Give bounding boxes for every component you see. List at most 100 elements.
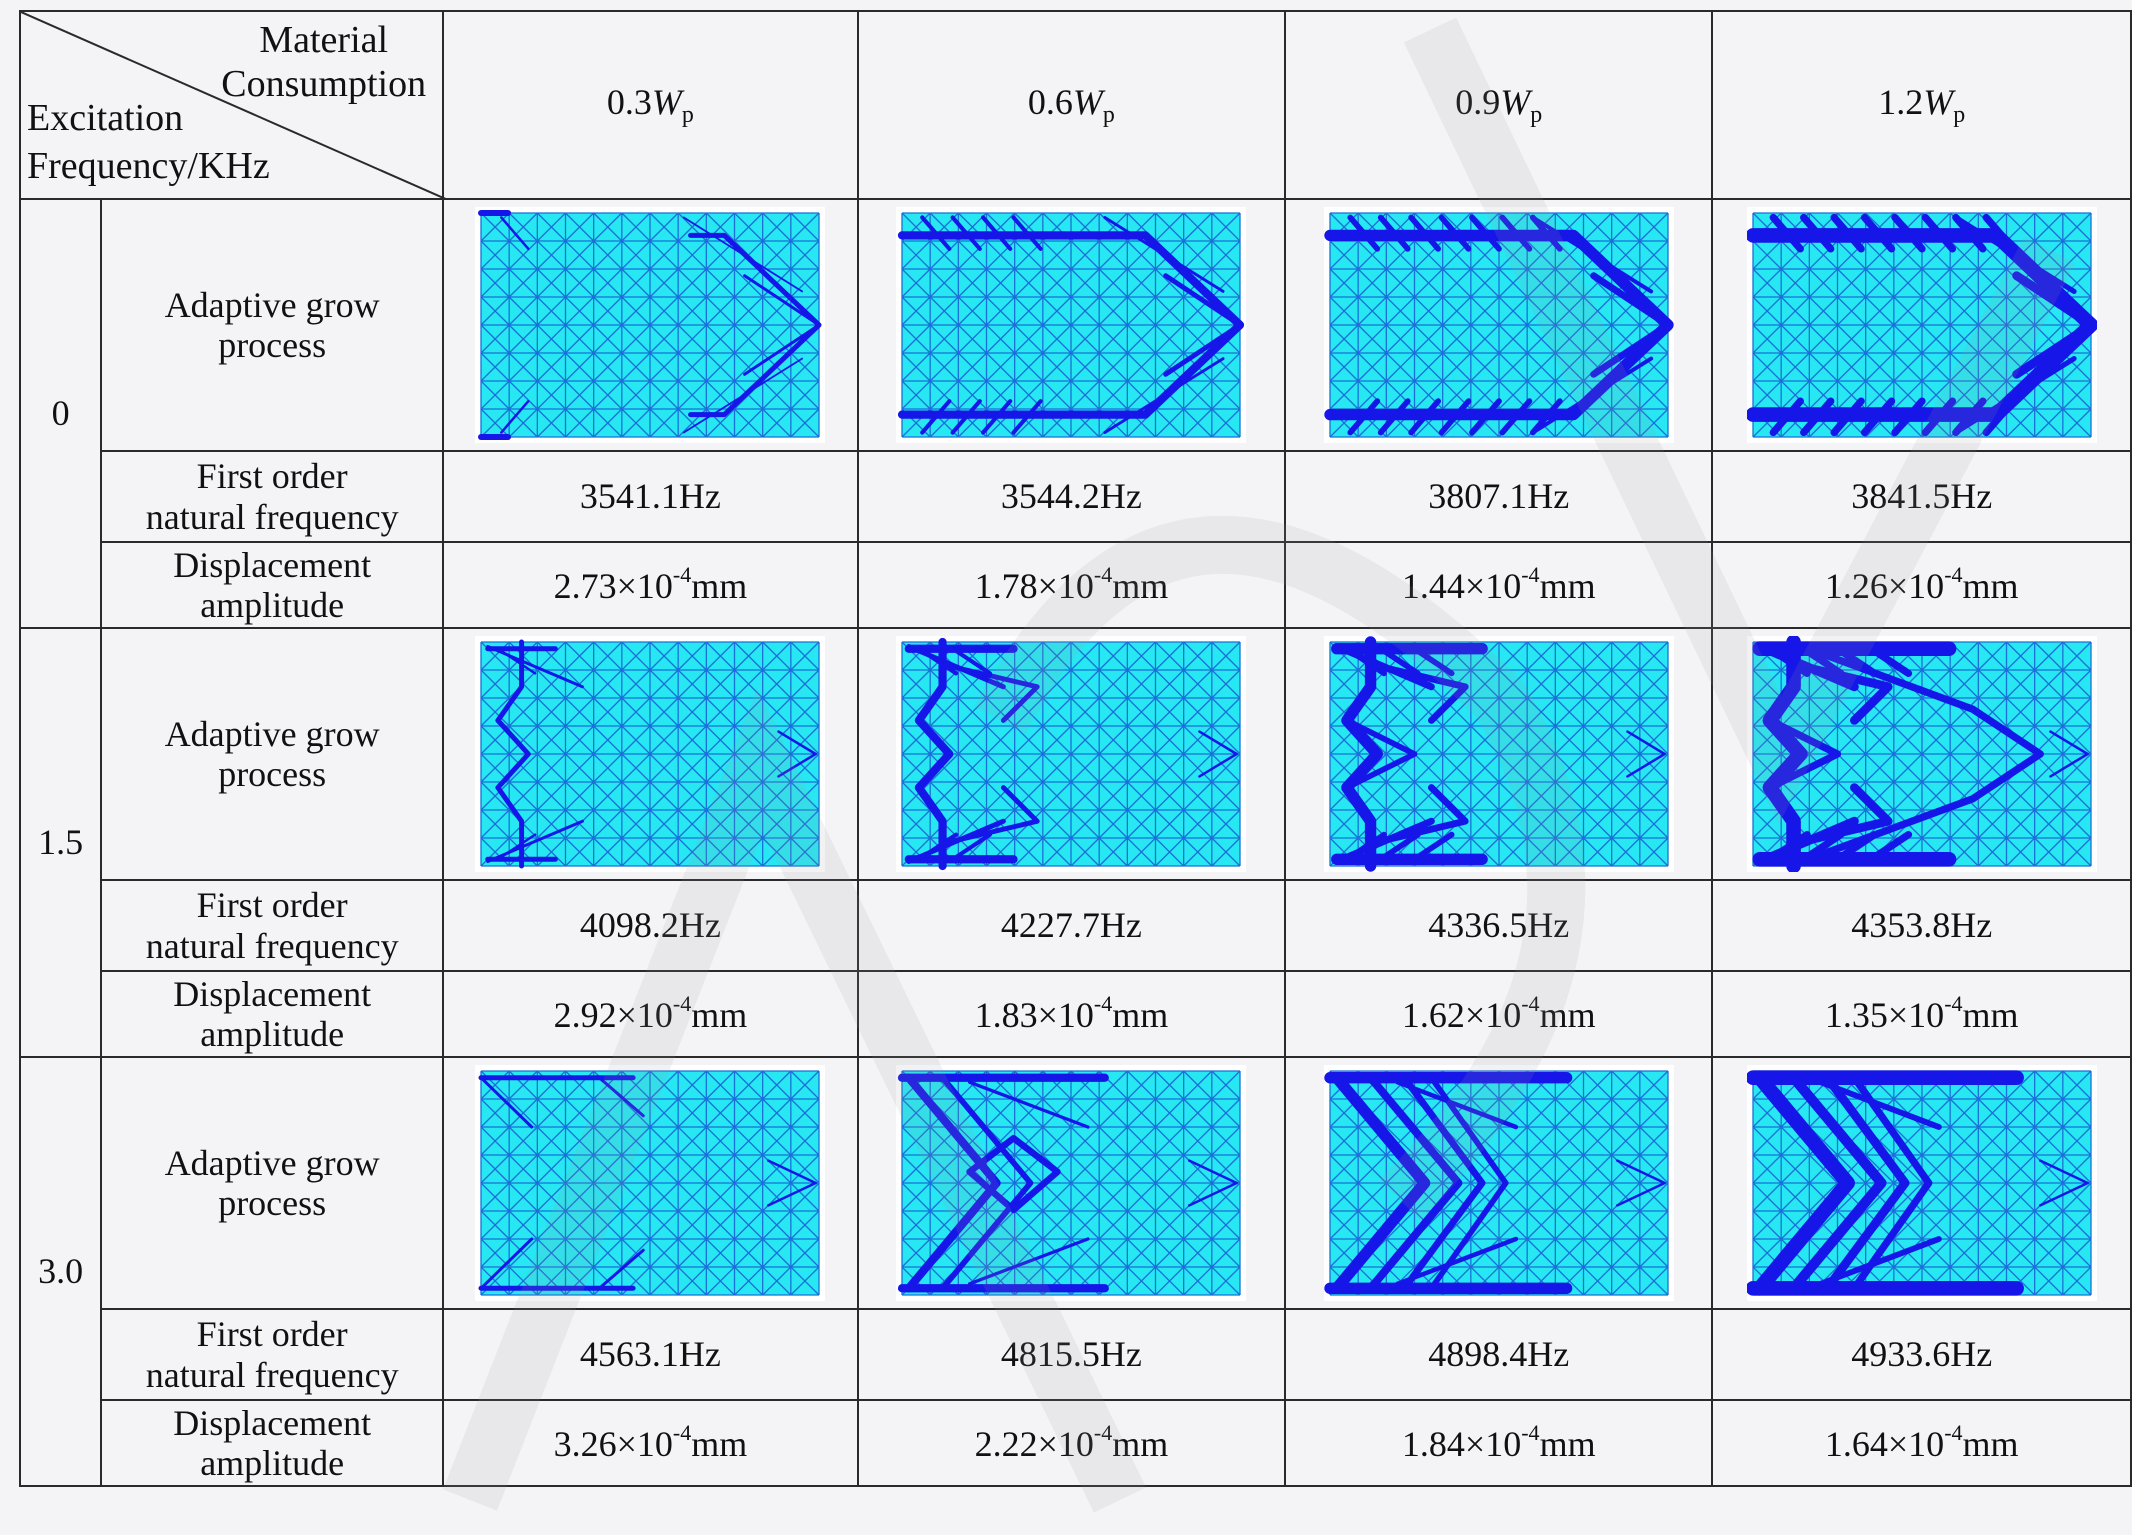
frequency-value: 3544.2Hz [856, 450, 1287, 543]
frequency-value: 4933.6Hz [1711, 1308, 2132, 1401]
displacement-unit: mm [1962, 1424, 2019, 1465]
displacement-label: Displacement amplitude [100, 970, 445, 1058]
topology-image [1323, 636, 1674, 872]
column-header: 0.9Wp [1284, 10, 1714, 200]
topology-image [475, 207, 826, 443]
frequency-label-line: First order [196, 456, 348, 497]
corner-top-line: Material [259, 19, 389, 61]
displacement-value: 1.84×10-4mm [1284, 1399, 1714, 1487]
optimized-structure [1324, 214, 1674, 436]
displacement-mantissa: 3.26×10 [553, 1424, 673, 1465]
frequency-value: 4227.7Hz [856, 879, 1287, 972]
frequency-label-line: First order [196, 1314, 348, 1355]
column-header-subscript: p [1953, 101, 1966, 128]
displacement-unit: mm [1539, 995, 1596, 1036]
displacement-mantissa: 1.83×10 [974, 995, 1094, 1036]
displacement-unit: mm [1112, 566, 1169, 607]
process-image-cell [1711, 627, 2132, 881]
results-table: Material Consumption Excitation Frequency/K… [18, 10, 2132, 1487]
mesh-grid [901, 212, 1242, 438]
column-header-symbol: W [651, 81, 682, 122]
optimized-structure [905, 637, 1239, 871]
corner-bottom-line: Excitation [27, 97, 184, 139]
process-image-cell [856, 198, 1287, 452]
column-header-value: 0.3 [606, 81, 652, 122]
process-label-line: Adaptive grow [164, 284, 380, 325]
process-label-line: process [218, 754, 327, 794]
column-header-symbol: W [1072, 81, 1103, 122]
column-header-subscript: p [681, 101, 694, 128]
frequency-value: 4098.2Hz [442, 879, 859, 972]
displacement-label-line: Displacement [173, 1402, 372, 1443]
process-image-cell [442, 1056, 859, 1310]
frequency-value: 3807.1Hz [1284, 450, 1714, 543]
optimized-structure [478, 1075, 818, 1291]
topology-image [896, 1065, 1247, 1301]
displacement-mantissa: 1.84×10 [1401, 1424, 1522, 1465]
displacement-value: 1.62×10-4mm [1284, 970, 1714, 1058]
displacement-mantissa: 1.64×10 [1824, 1424, 1945, 1465]
process-image-cell [1711, 1056, 2132, 1310]
column-header: 0.3Wp [442, 10, 859, 200]
displacement-mantissa: 1.44×10 [1401, 566, 1522, 607]
displacement-exponent: -4 [1093, 991, 1113, 1017]
process-row: 0 Adaptive grow process [18, 198, 2132, 629]
topology-image [896, 207, 1247, 443]
displacement-exponent: -4 [1944, 562, 1963, 588]
column-header-value: 1.2 [1878, 81, 1924, 122]
process-image-cell [442, 627, 859, 881]
displacement-unit: mm [1962, 566, 2019, 607]
frequency-label: First order natural frequency [100, 1308, 445, 1401]
frequency-value: 4353.8Hz [1711, 879, 2132, 972]
column-header-subscript: p [1102, 101, 1115, 128]
displacement-exponent: -4 [672, 991, 692, 1017]
process-row: 1.5 Adaptive grow process [18, 627, 2132, 1058]
displacement-value: 3.26×10-4mm [442, 1399, 859, 1487]
process-label-line: Adaptive grow [164, 1142, 380, 1183]
displacement-value: 1.83×10-4mm [856, 970, 1287, 1058]
displacement-mantissa: 2.92×10 [553, 995, 673, 1036]
displacement-label-line: amplitude [200, 1014, 345, 1054]
frequency-value: 4898.4Hz [1284, 1308, 1714, 1401]
mesh-grid [1329, 641, 1669, 867]
topology-image [1323, 1065, 1674, 1301]
displacement-value: 1.44×10-4mm [1284, 541, 1714, 629]
excitation-frequency-cell: 1.5 [18, 627, 103, 1058]
mesh-grid [480, 1070, 821, 1296]
frequency-row: First order natural frequency 3541.1Hz 3544… [20, 450, 2132, 543]
frequency-label-line: First order [196, 885, 348, 926]
displacement-label-line: amplitude [200, 585, 345, 625]
optimized-structure [898, 1073, 1239, 1293]
displacement-exponent: -4 [1093, 1420, 1113, 1446]
topology-image [1323, 207, 1674, 443]
column-header-subscript: p [1530, 101, 1543, 128]
process-label: Adaptive grow process [100, 1056, 445, 1310]
optimized-structure [1746, 213, 2097, 437]
optimized-structure [1324, 1072, 1666, 1294]
displacement-exponent: -4 [672, 1420, 692, 1446]
optimized-structure [485, 639, 818, 869]
optimized-structure [478, 210, 822, 440]
process-image-cell [1711, 198, 2132, 452]
excitation-frequency-cell: 0 [18, 198, 103, 629]
optimized-structure [1746, 1070, 2089, 1296]
topology-image [1746, 207, 2097, 443]
displacement-value: 2.92×10-4mm [442, 970, 859, 1058]
displacement-row: Displacement amplitude 3.26×10-4mm 2.22×10-… [20, 1399, 2132, 1487]
process-image-cell [1284, 1056, 1714, 1310]
corner-bottom-line: Frequency/KHz [27, 144, 270, 187]
displacement-value: 2.73×10-4mm [442, 541, 859, 629]
excitation-frequency-label: Excitation Frequency/KHz [27, 95, 270, 190]
process-image-cell [1284, 198, 1714, 452]
topology-image [1746, 636, 2097, 872]
process-image-cell [856, 1056, 1287, 1310]
column-header-symbol: W [1923, 81, 1954, 122]
frequency-label-line: natural frequency [145, 496, 399, 537]
displacement-exponent: -4 [1521, 1420, 1540, 1446]
mesh-grid [480, 212, 821, 438]
frequency-value: 4563.1Hz [442, 1308, 859, 1401]
displacement-value: 1.64×10-4mm [1711, 1399, 2132, 1487]
mesh-grid [1752, 1070, 2092, 1296]
displacement-unit: mm [1112, 1424, 1169, 1465]
frequency-value: 3841.5Hz [1711, 450, 2132, 543]
